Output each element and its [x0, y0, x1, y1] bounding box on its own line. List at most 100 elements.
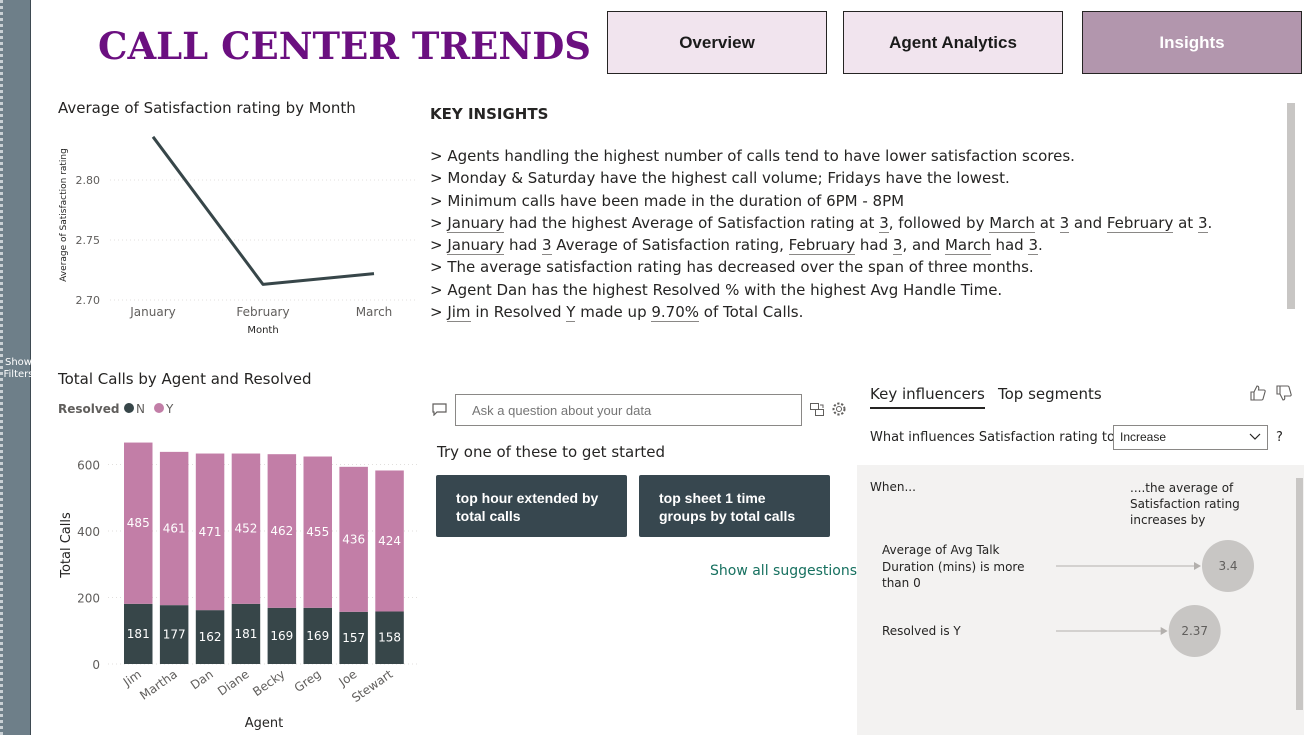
bar-segment-Y[interactable]	[375, 470, 404, 612]
satisfaction-series-line[interactable]	[151, 135, 375, 286]
line-chart-title: Average of Satisfaction rating by Month	[58, 99, 356, 117]
y-tick-label: 0	[92, 658, 100, 672]
x-tick-label: March	[356, 305, 393, 319]
insight-highlight: 9.70%	[651, 303, 700, 323]
calls-by-agent-bar-chart[interactable]: Resolved N Y 0 200 400 600 Total Calls 181 485 Jim…	[40, 395, 430, 735]
data-label: 169	[270, 629, 293, 643]
legend-marker[interactable]	[124, 403, 134, 413]
data-label: 461	[163, 522, 186, 536]
insight-text: made up	[575, 303, 652, 322]
y-axis-label: Total Calls	[59, 512, 74, 579]
bar-segment-Y[interactable]	[267, 454, 297, 608]
insight-text: and	[1069, 213, 1107, 232]
insight-highlight: 3	[879, 213, 889, 233]
x-axis-label: Agent	[245, 716, 283, 731]
thumbs-down-icon[interactable]	[1275, 384, 1293, 402]
insight-line: > Agents handling the highest number of …	[430, 145, 1260, 167]
help-icon[interactable]: ?	[1276, 430, 1283, 445]
show-all-suggestions-link[interactable]: Show all suggestions	[710, 563, 857, 579]
insight-highlight: 3	[541, 236, 552, 256]
insight-text: had the highest Average of Satisfaction …	[504, 213, 880, 232]
x-tick-label: Martha	[137, 667, 180, 703]
bar-segment-Y[interactable]	[303, 456, 333, 608]
insight-highlight: 3	[1059, 213, 1070, 233]
bar-segment-N[interactable]	[303, 607, 333, 664]
insights-scrollbar[interactable]	[1287, 103, 1295, 309]
data-label: 424	[378, 534, 401, 548]
bar-segment-N[interactable]	[195, 610, 225, 664]
legend-entry[interactable]: Y	[165, 402, 174, 416]
influencer-row-label[interactable]: Average of Avg Talk Duration (mins) is m…	[882, 543, 1025, 590]
insight-line: > January had the highest Average of Sat…	[430, 212, 1260, 234]
tab-key-influencers[interactable]: Key influencers	[870, 385, 985, 409]
influencer-direction-select[interactable]: Increase	[1113, 425, 1268, 450]
data-label: 162	[199, 630, 222, 644]
filters-pane-collapsed[interactable]: Show Filters	[0, 0, 34, 735]
qa-question-input[interactable]	[455, 394, 802, 426]
insight-highlight: March	[944, 236, 991, 256]
influencers-panel	[857, 465, 1304, 735]
show-filters-label[interactable]: Show Filters	[3, 357, 34, 380]
y-tick-label: 2.75	[76, 234, 101, 247]
insight-text: , and	[902, 236, 945, 255]
legend-title: Resolved	[58, 402, 119, 416]
influencer-bubble[interactable]	[1202, 540, 1254, 592]
nav-agent-analytics-button[interactable]: Agent Analytics	[843, 11, 1063, 74]
satisfaction-line-chart[interactable]: 2.70 2.75 2.80 Average of Satisfaction rati…	[40, 120, 420, 345]
data-label: 177	[163, 628, 186, 642]
nav-overview-button[interactable]: Overview	[607, 11, 827, 74]
insight-highlight: January	[447, 236, 505, 256]
influencers-scrollbar[interactable]	[1296, 478, 1303, 710]
insight-text: > Agent Dan has the highest Resolved % w…	[430, 280, 1003, 299]
insight-text: in Resolved	[470, 303, 567, 322]
influencer-bubble[interactable]	[1168, 605, 1221, 657]
convert-icon[interactable]	[809, 401, 825, 417]
bar-segment-Y[interactable]	[124, 442, 153, 604]
insight-line: > January had 3 Average of Satisfaction …	[430, 234, 1260, 256]
qa-suggestion-button[interactable]: top hour extended by total calls	[436, 475, 627, 537]
page-title: CALL CENTER TRENDS	[98, 24, 592, 68]
insight-text: > The average satisfaction rating has de…	[430, 258, 1034, 277]
bar-segment-Y[interactable]	[339, 466, 368, 612]
insight-text: at	[1173, 213, 1198, 232]
legend-marker[interactable]	[154, 403, 164, 413]
bar-segment-Y[interactable]	[231, 453, 261, 604]
bar-segment-N[interactable]	[159, 605, 189, 664]
insight-text: had	[504, 236, 542, 255]
influencer-row-label[interactable]: Resolved is Y	[882, 624, 961, 638]
bar-segment-N[interactable]	[339, 611, 368, 664]
insight-text: >	[430, 303, 448, 322]
insight-line: > The average satisfaction rating has de…	[430, 256, 1260, 278]
nav-insights-button[interactable]: Insights	[1082, 11, 1302, 74]
bar-segment-N[interactable]	[231, 603, 261, 664]
insight-text: had	[990, 236, 1029, 255]
x-tick-label: Joe	[336, 667, 360, 690]
qa-suggestion-button[interactable]: top sheet 1 time groups by total calls	[639, 475, 830, 537]
tab-top-segments[interactable]: Top segments	[998, 385, 1102, 403]
bar-segment-N[interactable]	[124, 603, 153, 664]
bar-segment-Y[interactable]	[195, 453, 225, 611]
insight-text: > Monday & Saturday have the highest cal…	[430, 169, 1010, 188]
arrow-head-icon	[1160, 627, 1168, 635]
bar-segment-Y[interactable]	[159, 451, 189, 606]
insight-text: > Minimum calls have been made in the du…	[430, 191, 905, 210]
thumbs-up-icon[interactable]	[1249, 384, 1267, 402]
insight-text: >	[430, 213, 448, 232]
settings-icon[interactable]	[831, 401, 847, 417]
arrow-head-icon	[1194, 562, 1201, 570]
key-insights-panel: KEY INSIGHTS > Agents handling the highe…	[430, 105, 1260, 323]
y-tick-label: 2.80	[76, 174, 101, 187]
influencer-bubbles: 3.4 2.37	[1056, 540, 1254, 657]
bar-segment-N[interactable]	[267, 607, 297, 664]
data-label: 485	[127, 516, 150, 530]
insight-highlight: February	[1106, 213, 1174, 233]
legend-entry[interactable]: N	[136, 402, 145, 416]
insight-list: > Agents handling the highest number of …	[430, 145, 1260, 323]
influencer-when-header: When...	[870, 480, 916, 494]
influencer-value: 2.37	[1181, 624, 1208, 638]
bar-segment-N[interactable]	[375, 611, 404, 664]
insight-text: had	[855, 236, 893, 255]
data-label: 462	[270, 524, 293, 538]
data-label: 169	[306, 629, 329, 643]
